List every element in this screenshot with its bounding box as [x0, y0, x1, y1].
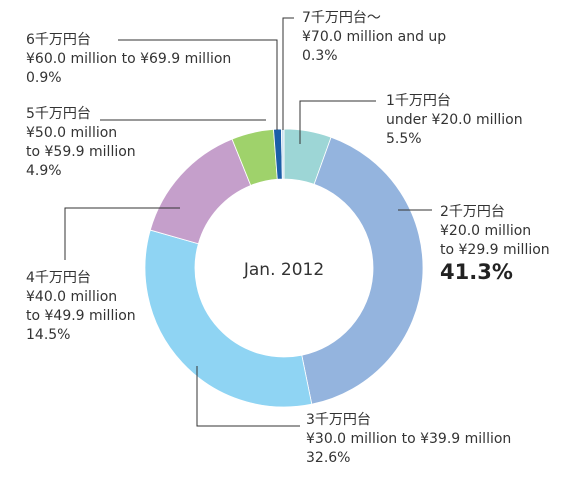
donut-slice: [149, 138, 252, 245]
category-sublabel: ¥20.0 million: [440, 223, 531, 239]
donut-slice: [280, 128, 285, 180]
category-label: 2千万円台: [440, 204, 505, 220]
category-sublabel: ¥40.0 million: [26, 289, 117, 305]
donut-slice: [144, 229, 313, 408]
leader-line: [64, 207, 180, 260]
value-label: 5.5%: [386, 131, 422, 147]
category-label: 7千万円台～: [302, 10, 381, 26]
category-sublabel: ¥60.0 million to ¥69.9 million: [26, 51, 231, 67]
category-label: 1千万円台: [386, 93, 451, 109]
value-label: 0.9%: [26, 70, 62, 86]
value-label: 14.5%: [26, 327, 70, 343]
category-label: 4千万円台: [26, 270, 91, 286]
category-label: 6千万円台: [26, 32, 91, 48]
category-label: 5千万円台: [26, 106, 91, 122]
value-label: 41.3%: [440, 260, 513, 284]
category-sublabel: to ¥29.9 million: [440, 242, 550, 258]
value-label: 4.9%: [26, 163, 62, 179]
category-sublabel: to ¥59.9 million: [26, 144, 136, 160]
category-sublabel: ¥50.0 million: [26, 125, 117, 141]
category-sublabel: ¥70.0 million and up: [302, 29, 446, 45]
center-label: Jan. 2012: [243, 260, 324, 280]
value-label: 0.3%: [302, 48, 338, 64]
category-sublabel: to ¥49.9 million: [26, 308, 136, 324]
category-sublabel: under ¥20.0 million: [386, 112, 523, 128]
category-label: 3千万円台: [306, 412, 371, 428]
donut-slice: [301, 136, 424, 405]
leader-line: [196, 366, 300, 427]
category-sublabel: ¥30.0 million to ¥39.9 million: [306, 431, 511, 447]
leader-line: [118, 39, 278, 130]
leader-line: [282, 17, 294, 130]
value-label: 32.6%: [306, 450, 350, 466]
leader-line: [299, 100, 376, 144]
